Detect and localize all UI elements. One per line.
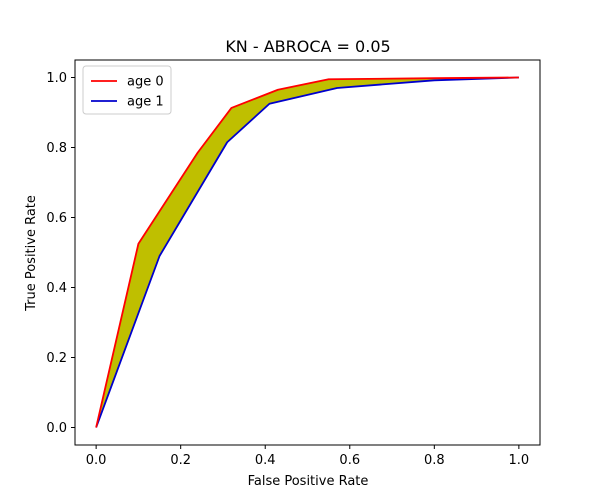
- x-tick-label: 0.8: [424, 453, 445, 468]
- x-tick-label: 0.4: [255, 453, 276, 468]
- series-line-age-1: [95, 76, 519, 428]
- y-tick-label: 0.4: [46, 281, 67, 296]
- x-axis-label: False Positive Rate: [248, 474, 369, 489]
- legend-box: [82, 65, 172, 115]
- legend-label: age 0: [127, 75, 164, 90]
- legend: age 0 age 1: [82, 65, 172, 115]
- x-tick-label: 0.0: [86, 453, 107, 468]
- abroca-area-layer: [96, 77, 519, 428]
- y-tick-label: 1.0: [46, 71, 67, 86]
- y-tick-label: 0.6: [46, 211, 67, 226]
- y-tick-label: 0.2: [46, 351, 67, 366]
- legend-label: age 1: [127, 95, 164, 110]
- x-tick-label: 1.0: [509, 453, 530, 468]
- axes-layer: [74, 59, 541, 446]
- y-axis-label: True Positive Rate: [24, 195, 39, 312]
- series-lines-layer: [95, 76, 519, 428]
- ticks-layer: 0.0 0.2 0.4 0.6 0.8 1.0 0.0 0.2 0.4 0.6 0.8 1.0: [46, 71, 529, 468]
- chart-title: KN - ABROCA = 0.05: [225, 37, 390, 56]
- x-tick-label: 0.6: [339, 453, 360, 468]
- series-line-age-0: [95, 76, 519, 428]
- y-tick-label: 0.0: [46, 421, 67, 436]
- plot-frame: [74, 59, 541, 446]
- x-tick-label: 0.2: [170, 453, 191, 468]
- abroca-area: [96, 77, 519, 428]
- y-tick-label: 0.8: [46, 141, 67, 156]
